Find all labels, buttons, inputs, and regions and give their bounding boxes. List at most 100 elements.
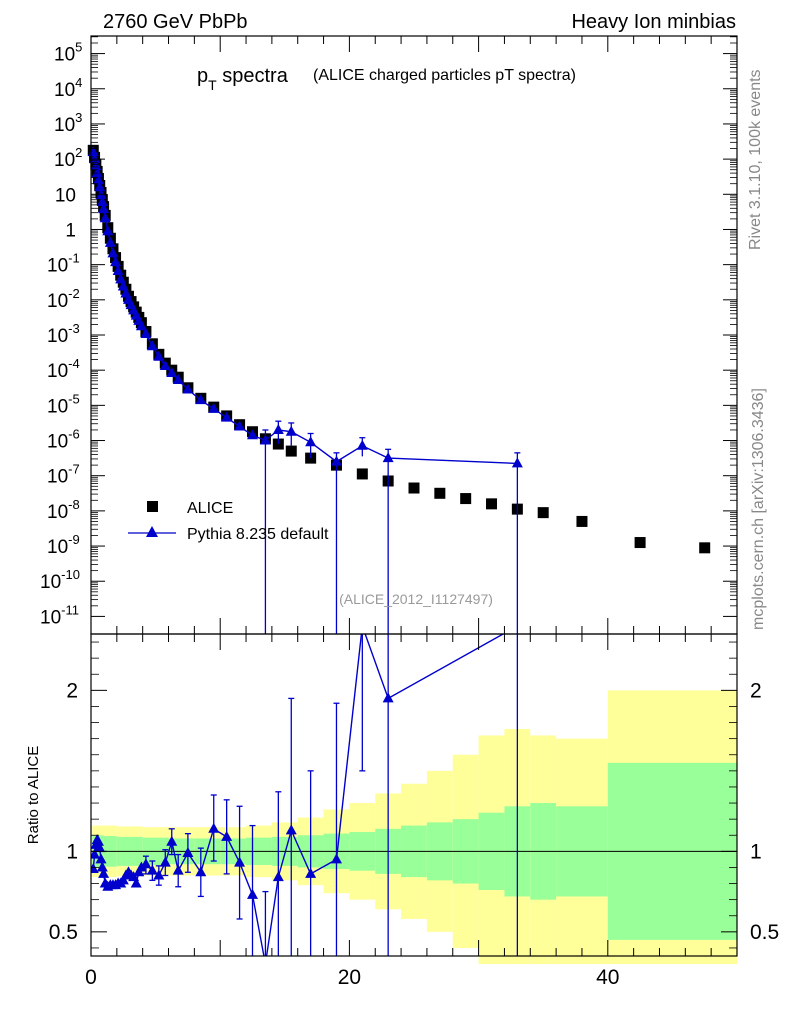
- pythia-point: [135, 320, 147, 331]
- main-ytick-label: 10-9: [47, 532, 80, 558]
- pythia-point: [94, 181, 106, 192]
- pythia-point: [112, 264, 124, 275]
- main-ytick-label: 105: [54, 40, 82, 66]
- pythia-point: [305, 436, 317, 447]
- main-ytick-label: 10-7: [47, 462, 80, 488]
- main-ytick-label: 104: [54, 75, 82, 101]
- pythia-point: [98, 203, 110, 214]
- pythia-point: [272, 423, 284, 434]
- ratio-point: [182, 846, 194, 857]
- main-xticks: [90, 36, 738, 634]
- alice-point: [460, 493, 472, 505]
- pythia-point: [104, 236, 116, 247]
- mcplots-label: mcplots.cern.ch [arXiv:1306.3436]: [750, 388, 767, 630]
- pythia-point: [110, 256, 122, 267]
- pythia-point: [140, 327, 152, 338]
- pythia-point: [99, 212, 111, 223]
- ratio-point: [305, 867, 317, 878]
- collision-label: 2760 GeV PbPb: [103, 11, 248, 33]
- ratio-point: [153, 869, 165, 880]
- legend-alice-label: ALICE: [187, 500, 233, 517]
- main-panel: 10510410310210110-110-210-310-410-510-61…: [40, 35, 738, 635]
- ratio-ytick-label-right: 0.5: [750, 921, 779, 944]
- main-ytick-label: 10-2: [47, 286, 80, 312]
- pythia-point: [208, 402, 220, 413]
- pythia-point: [102, 225, 114, 236]
- alice-point: [356, 468, 368, 480]
- ratio-point: [94, 842, 106, 853]
- main-ytick-label: 10-5: [47, 391, 80, 417]
- pythia-point: [92, 174, 104, 185]
- xtick-label: 20: [338, 966, 361, 989]
- xtick-label: 40: [596, 966, 619, 989]
- alice-point: [634, 537, 646, 549]
- ratio-point: [95, 853, 107, 864]
- plot-title-paren: (ALICE charged particles pT spectra): [313, 67, 576, 84]
- ratio-ytick-label-right: 2: [750, 679, 762, 702]
- ratio-point: [98, 867, 110, 878]
- alice-point: [576, 515, 588, 527]
- pythia-point: [247, 429, 258, 440]
- ratio-point: [195, 866, 207, 877]
- plot-title-main: p: [197, 65, 208, 87]
- ratio-yticks: 0.5 0.5 1 1 2 2: [49, 641, 779, 949]
- legend: ALICE Pythia 8.235 default: [128, 500, 329, 543]
- legend-alice-marker: [147, 501, 158, 512]
- ratio-point: [357, 620, 368, 630]
- ratio-ytick-label-right: 1: [750, 840, 762, 863]
- ratio-point: [130, 877, 142, 888]
- ratio-point: [140, 858, 152, 869]
- alice-point: [699, 542, 711, 554]
- main-ytick-label: 10: [55, 185, 76, 206]
- main-ytick-label: 10-6: [47, 427, 80, 453]
- ratio-point: [208, 822, 220, 833]
- ratio-ylabel: Ratio to ALICE: [25, 746, 42, 844]
- alice-point: [537, 507, 549, 519]
- main-ytick-label: 10-10: [40, 567, 80, 593]
- ratio-point: [172, 864, 184, 875]
- ratio-point: [159, 856, 171, 867]
- ratio-xticks: 0 20 40: [85, 634, 738, 989]
- process-label: Heavy Ion minbias: [571, 11, 736, 33]
- ratio-point: [330, 853, 342, 864]
- plot-title-word: spectra: [217, 65, 289, 87]
- ratio-point: [285, 824, 297, 835]
- main-marks: [87, 144, 711, 634]
- pythia-point: [96, 196, 108, 207]
- main-yticks: 10510410310210110-110-210-310-410-510-61…: [40, 36, 737, 628]
- pythia-point: [91, 167, 103, 178]
- pythia-point: [195, 394, 207, 405]
- pythia-point: [172, 374, 184, 385]
- pythia-point: [234, 420, 246, 431]
- main-ytick-label: 10-3: [47, 321, 80, 347]
- alice-point: [486, 498, 498, 510]
- pythia-point: [153, 350, 165, 361]
- ratio-point: [92, 835, 104, 846]
- ratio-point: [91, 863, 99, 874]
- rivet-label: Rivet 3.1.10, 100k events: [747, 69, 764, 250]
- ratio-point: [234, 856, 246, 867]
- pythia-point: [382, 452, 394, 463]
- pythia-line: [92, 151, 518, 465]
- alice-point: [408, 482, 420, 494]
- pythia-point: [159, 359, 171, 370]
- ratio-bands: [92, 690, 737, 965]
- pythia-point: [182, 383, 194, 394]
- reference-label: (ALICE_2012_I1127497): [339, 591, 493, 607]
- main-ytick-label: 10-11: [40, 602, 79, 628]
- pythia-point: [259, 434, 271, 445]
- legend-pythia-label: Pythia 8.235 default: [187, 526, 329, 543]
- legend-pythia-marker: [146, 526, 158, 537]
- ratio-point: [166, 835, 178, 846]
- main-ytick-label: 10-4: [47, 356, 80, 382]
- ratio-point: [96, 861, 108, 872]
- ratio-point: [146, 864, 158, 875]
- ratio-point: [260, 958, 271, 968]
- plot-title: pT spectra: [197, 65, 289, 93]
- alice-point: [434, 487, 446, 499]
- pythia-point: [356, 439, 368, 450]
- main-ytick-label: 10-8: [47, 497, 80, 523]
- pythia-point: [330, 455, 342, 466]
